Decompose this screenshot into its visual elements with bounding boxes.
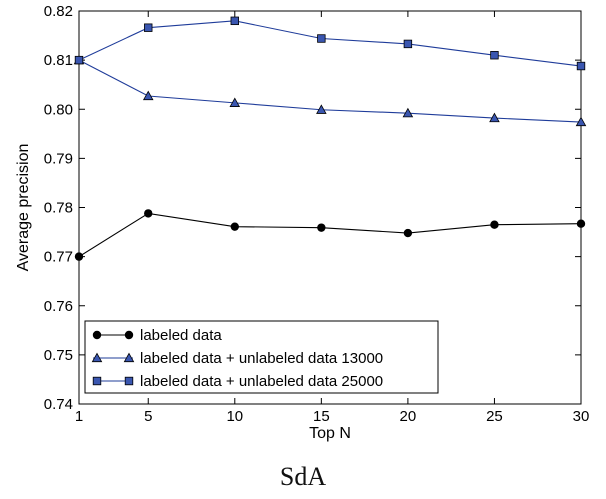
data-point: [575, 116, 587, 127]
data-point: [229, 97, 241, 107]
data-point: [576, 61, 586, 71]
data-point: [490, 51, 499, 60]
y-tick-label: 0.75: [44, 347, 73, 364]
data-point: [74, 252, 84, 261]
x-tick-label: 25: [486, 408, 503, 425]
y-tick-label: 0.79: [44, 150, 73, 167]
y-tick-label: 0.74: [44, 396, 73, 413]
data-point: [144, 209, 153, 218]
legend-marker: [92, 376, 102, 386]
data-point: [402, 107, 414, 118]
data-point: [403, 39, 413, 49]
data-point: [74, 55, 84, 65]
x-tick-label: 30: [573, 408, 590, 425]
series-2: [74, 16, 586, 71]
data-point: [144, 23, 153, 32]
legend: labeled data labeled data + unlabeled dat…: [84, 320, 439, 394]
figure-caption: SdA: [279, 462, 327, 491]
x-tick-label: 1: [75, 408, 83, 425]
series-line: [78, 59, 582, 123]
plot-area: 1 5 10 15 20 25 300.740.750.760.770.780.790.80…: [44, 3, 590, 425]
data-point: [316, 104, 327, 114]
data-point: [403, 228, 413, 238]
x-axis-label: Top N: [309, 425, 351, 442]
y-axis-label: Average precision: [15, 144, 32, 272]
data-point: [489, 112, 500, 123]
legend-marker: [92, 330, 102, 340]
x-tick-label: 5: [144, 408, 152, 425]
data-point: [142, 90, 154, 101]
series-0: [74, 209, 586, 261]
y-tick-label: 0.82: [44, 3, 73, 20]
line-chart: 1 5 10 15 20 25 300.740.750.760.770.780.790.80…: [15, 3, 590, 442]
legend-label: labeled data + unlabeled data 25000: [140, 373, 383, 390]
y-tick-label: 0.77: [44, 249, 73, 266]
data-point: [230, 16, 239, 26]
data-point: [230, 222, 239, 231]
y-tick-label: 0.80: [44, 101, 73, 118]
data-point: [317, 223, 326, 232]
series-1: [73, 54, 587, 127]
legend-label: labeled data + unlabeled data 13000: [140, 350, 383, 367]
legend-box: [84, 320, 439, 394]
legend-entry: labeled data + unlabeled data 25000: [92, 373, 383, 390]
y-tick-label: 0.78: [44, 200, 73, 217]
legend-marker: [124, 330, 134, 340]
legend-entry: labeled data + unlabeled data 13000: [91, 350, 383, 367]
series-line: [78, 212, 582, 258]
data-point: [576, 219, 586, 228]
data-point: [317, 34, 326, 43]
legend-entry: labeled data: [92, 327, 222, 344]
legend-marker: [91, 352, 103, 363]
legend-label: labeled data: [140, 327, 222, 344]
legend-marker: [124, 376, 134, 386]
y-tick-label: 0.81: [44, 52, 73, 69]
data-point: [490, 220, 499, 229]
y-tick-label: 0.76: [44, 298, 73, 315]
x-tick-label: 15: [313, 408, 330, 425]
x-tick-label: 20: [400, 408, 417, 425]
x-tick-label: 10: [226, 408, 243, 425]
legend-marker: [123, 352, 135, 363]
series-line: [78, 20, 582, 67]
